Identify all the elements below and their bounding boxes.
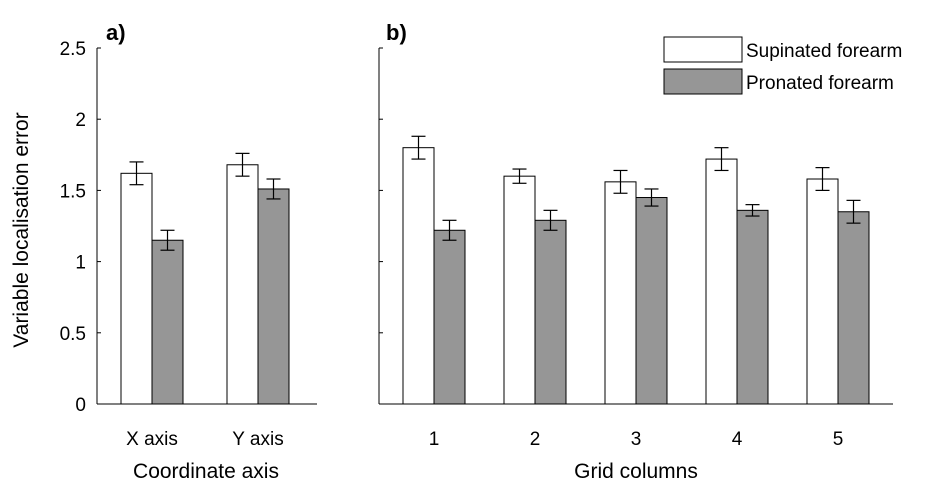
y-axis-label: Variable localisation error bbox=[10, 112, 33, 347]
bar-pronated bbox=[151, 239, 184, 405]
bar-pronated bbox=[736, 209, 769, 405]
panel-b-x-axis-label: Grid columns bbox=[574, 460, 698, 483]
panel-a-label: a) bbox=[106, 20, 126, 45]
bar-supinated bbox=[604, 181, 637, 405]
y-tick-label: 0 bbox=[75, 395, 86, 416]
x-tick-label: 5 bbox=[833, 429, 844, 450]
x-tick-label: Y axis bbox=[232, 429, 283, 450]
panel-b: b) Grid columns 1 2 3 4 5 bbox=[378, 20, 893, 483]
legend-swatch-supinated bbox=[663, 36, 743, 63]
y-tick-label: 1.5 bbox=[60, 181, 86, 202]
x-tick-label: 1 bbox=[429, 429, 440, 450]
legend: Supinated forearm Pronated forearm bbox=[663, 36, 902, 95]
x-tick-label: 3 bbox=[631, 429, 642, 450]
bar-supinated bbox=[503, 175, 536, 405]
x-tick-label: 2 bbox=[530, 429, 541, 450]
panel-a: a) Coordinate axis 0 0.5 1 1.5 2 2.5 X axis Y a… bbox=[60, 20, 317, 483]
bar-pronated bbox=[433, 229, 466, 405]
panel-b-label: b) bbox=[386, 20, 407, 45]
bar-pronated bbox=[837, 211, 870, 405]
bar-supinated bbox=[402, 147, 435, 405]
bar-supinated bbox=[806, 178, 839, 405]
bar-supinated bbox=[705, 158, 738, 405]
bar-pronated bbox=[635, 197, 668, 405]
bar-supinated bbox=[226, 164, 259, 405]
legend-label-supinated: Supinated forearm bbox=[746, 41, 902, 62]
legend-label-pronated: Pronated forearm bbox=[746, 73, 894, 94]
legend-swatch-pronated bbox=[663, 68, 743, 95]
y-tick-label: 1 bbox=[75, 253, 86, 274]
bar-supinated bbox=[120, 172, 153, 405]
x-tick-label: X axis bbox=[126, 429, 178, 450]
y-tick-label: 2.5 bbox=[60, 39, 86, 60]
x-tick-label: 4 bbox=[732, 429, 743, 450]
y-tick-label: 0.5 bbox=[60, 324, 86, 345]
bar-pronated bbox=[534, 219, 567, 405]
bar-pronated bbox=[257, 188, 290, 405]
y-tick-label: 2 bbox=[75, 110, 86, 131]
panel-a-x-axis-label: Coordinate axis bbox=[133, 460, 279, 483]
